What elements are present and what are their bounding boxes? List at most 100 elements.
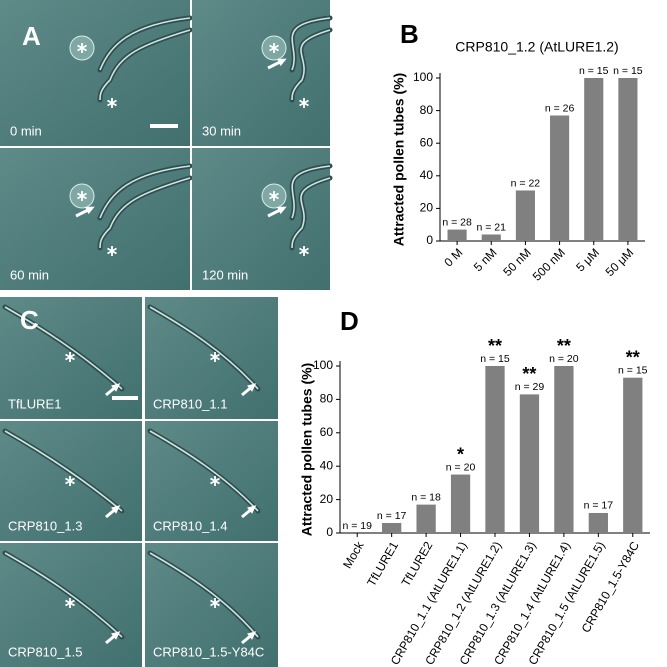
- arrow-head: [277, 206, 287, 215]
- pollen-tube-edge: [149, 552, 259, 638]
- asterisk: [107, 246, 117, 256]
- n-label: n = 15: [613, 65, 643, 77]
- bar: [584, 78, 604, 241]
- n-label: n = 21: [477, 221, 507, 233]
- pollen-tube-edge: [4, 552, 123, 638]
- significance: **: [488, 336, 502, 356]
- construct-label: CRP810_1.5-Y84C: [153, 644, 264, 659]
- bar: [450, 474, 471, 533]
- bar: [485, 366, 505, 533]
- panel-label: B: [400, 19, 419, 49]
- time-label: 0 min: [10, 123, 42, 138]
- x-tick-label: 0 M: [441, 245, 465, 269]
- bar: [554, 366, 574, 533]
- n-label: n = 15: [480, 353, 510, 365]
- asterisk: [299, 246, 309, 256]
- x-tick-label: 50 μM: [603, 245, 637, 279]
- n-label: n = 17: [584, 500, 614, 512]
- bar: [481, 234, 501, 241]
- n-label: n = 15: [618, 364, 648, 376]
- n-label: n = 20: [446, 461, 476, 473]
- time-label: 60 min: [10, 267, 49, 282]
- y-tick-label: 0: [326, 525, 333, 539]
- asterisk: [107, 98, 117, 108]
- bar: [618, 78, 638, 241]
- panel-label: D: [340, 306, 359, 336]
- asterisk: [65, 476, 75, 486]
- pollen-tube-edge: [99, 165, 191, 219]
- arrow-head: [247, 631, 257, 640]
- construct-label: CRP810_1.5: [8, 644, 82, 659]
- asterisk: [210, 476, 220, 486]
- arrow-head: [85, 206, 95, 215]
- y-tick-label: 60: [320, 425, 334, 439]
- y-tick-label: 80: [320, 392, 334, 406]
- pollen-tube-edge: [149, 430, 259, 512]
- panel-label: C: [20, 305, 39, 335]
- y-tick-label: 60: [420, 135, 434, 149]
- pollen-tube-edge: [149, 306, 259, 390]
- significance: **: [557, 336, 571, 356]
- y-tick-label: 40: [320, 458, 334, 472]
- asterisk: [269, 43, 279, 53]
- charts: B CRP810_1.2 (AtLURE1.2) Attracted pollen …: [299, 19, 650, 667]
- n-label: n = 20: [549, 353, 579, 365]
- time-label: 120 min: [202, 267, 248, 282]
- arrow-head: [111, 383, 121, 392]
- bar: [447, 229, 467, 241]
- bar: [550, 115, 570, 241]
- pollen-tube-edge: [99, 29, 191, 101]
- y-tick-label: 100: [313, 358, 333, 372]
- y-tick-label: 100: [413, 70, 433, 84]
- pollen-tube-edge: [291, 177, 331, 249]
- asterisk: [299, 98, 309, 108]
- arrow-head: [247, 505, 257, 514]
- asterisk: [269, 191, 279, 201]
- asterisk: [65, 352, 75, 362]
- construct-label: CRP810_1.4: [153, 518, 227, 533]
- arrow-head: [111, 631, 121, 640]
- pollen-tube-edge: [291, 165, 331, 219]
- time-label: 30 min: [202, 123, 241, 138]
- construct-label: TfLURE1: [8, 396, 61, 411]
- y-tick-label: 0: [426, 233, 433, 247]
- y-tick-label: 20: [420, 201, 434, 215]
- bar: [382, 522, 402, 533]
- x-tick-label: 5 μM: [573, 245, 602, 274]
- arrow-head: [111, 505, 121, 514]
- pollen-tube-edge: [4, 430, 123, 512]
- construct-label: CRP810_1.3: [8, 518, 82, 533]
- y-tick-label: 20: [320, 492, 334, 506]
- n-label: n = 19: [342, 520, 372, 532]
- n-label: n = 15: [579, 65, 609, 77]
- x-tick-label: TfLURE1: [364, 539, 401, 589]
- bar: [588, 512, 608, 533]
- chart-title: CRP810_1.2 (AtLURE1.2): [455, 39, 618, 55]
- panel-label: A: [22, 21, 41, 51]
- asterisk: [77, 191, 87, 201]
- x-tick-label: TfLURE2: [399, 539, 436, 589]
- n-label: n = 18: [411, 491, 441, 503]
- y-axis-label: Attracted pollen tubes (%): [391, 73, 407, 246]
- pollen-tube-edge: [291, 29, 331, 101]
- arrow-head: [277, 58, 287, 67]
- n-label: n = 28: [442, 216, 472, 228]
- n-label: n = 26: [545, 102, 575, 114]
- asterisk: [65, 598, 75, 608]
- pollen-tube-edge: [99, 17, 191, 71]
- significance: *: [457, 444, 464, 464]
- x-tick-label: Mock: [340, 538, 367, 571]
- y-tick-label: 40: [420, 168, 434, 182]
- arrow-head: [247, 383, 257, 392]
- pollen-tube-edge: [99, 177, 191, 249]
- bar: [519, 394, 540, 533]
- n-label: n = 17: [377, 510, 407, 522]
- y-axis-label: Attracted pollen tubes (%): [299, 363, 315, 536]
- n-label: n = 29: [515, 381, 545, 393]
- asterisk: [210, 598, 220, 608]
- bar: [416, 504, 436, 533]
- y-tick-label: 80: [420, 103, 434, 117]
- n-label: n = 22: [511, 177, 541, 189]
- asterisk: [210, 352, 220, 362]
